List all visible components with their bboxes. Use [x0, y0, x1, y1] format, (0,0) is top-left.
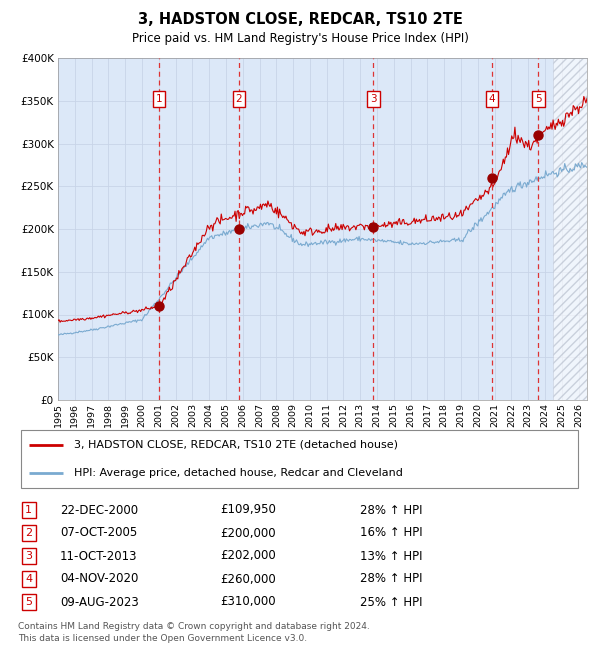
- FancyBboxPatch shape: [21, 430, 578, 488]
- Text: 13% ↑ HPI: 13% ↑ HPI: [360, 549, 422, 562]
- Text: 09-AUG-2023: 09-AUG-2023: [60, 595, 139, 608]
- Text: 3, HADSTON CLOSE, REDCAR, TS10 2TE: 3, HADSTON CLOSE, REDCAR, TS10 2TE: [137, 12, 463, 27]
- Text: This data is licensed under the Open Government Licence v3.0.: This data is licensed under the Open Gov…: [18, 634, 307, 643]
- Text: 04-NOV-2020: 04-NOV-2020: [60, 573, 139, 586]
- Text: 5: 5: [25, 597, 32, 607]
- Text: HPI: Average price, detached house, Redcar and Cleveland: HPI: Average price, detached house, Redc…: [74, 468, 403, 478]
- Text: 3, HADSTON CLOSE, REDCAR, TS10 2TE (detached house): 3, HADSTON CLOSE, REDCAR, TS10 2TE (deta…: [74, 440, 398, 450]
- Text: £200,000: £200,000: [220, 526, 275, 539]
- Text: 1: 1: [25, 505, 32, 515]
- Text: 1: 1: [155, 94, 162, 104]
- Text: £310,000: £310,000: [220, 595, 275, 608]
- Text: 28% ↑ HPI: 28% ↑ HPI: [360, 504, 422, 517]
- Text: £260,000: £260,000: [220, 573, 276, 586]
- Text: Contains HM Land Registry data © Crown copyright and database right 2024.: Contains HM Land Registry data © Crown c…: [18, 622, 370, 631]
- Text: 22-DEC-2000: 22-DEC-2000: [60, 504, 138, 517]
- Text: 3: 3: [370, 94, 377, 104]
- Text: 25% ↑ HPI: 25% ↑ HPI: [360, 595, 422, 608]
- Text: £109,950: £109,950: [220, 504, 276, 517]
- Text: 16% ↑ HPI: 16% ↑ HPI: [360, 526, 422, 539]
- Text: 4: 4: [488, 94, 495, 104]
- Text: 07-OCT-2005: 07-OCT-2005: [60, 526, 137, 539]
- Text: 11-OCT-2013: 11-OCT-2013: [60, 549, 137, 562]
- Text: 2: 2: [25, 528, 32, 538]
- Text: Price paid vs. HM Land Registry's House Price Index (HPI): Price paid vs. HM Land Registry's House …: [131, 32, 469, 45]
- Text: £202,000: £202,000: [220, 549, 276, 562]
- Text: 2: 2: [236, 94, 242, 104]
- Text: 4: 4: [25, 574, 32, 584]
- Text: 28% ↑ HPI: 28% ↑ HPI: [360, 573, 422, 586]
- Text: 3: 3: [25, 551, 32, 561]
- Text: 5: 5: [535, 94, 542, 104]
